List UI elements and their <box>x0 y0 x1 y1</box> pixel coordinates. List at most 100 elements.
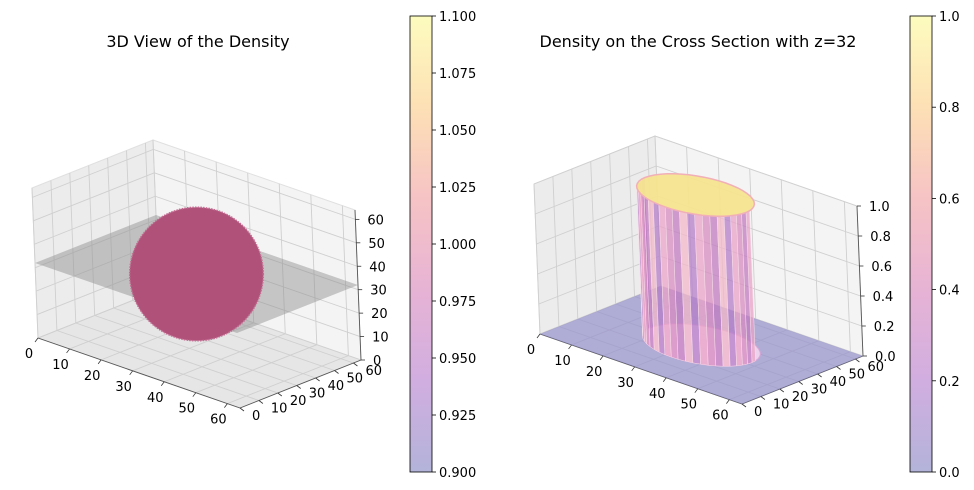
colorbar-tick-label: 1.000 <box>439 238 476 253</box>
y-tick-label: 30 <box>811 383 828 398</box>
y-tick-mark <box>779 388 785 393</box>
z-tick-label: 40 <box>369 260 386 275</box>
y-tick-label: 0 <box>252 409 260 424</box>
x-tick-mark <box>631 366 636 372</box>
density-sphere <box>128 206 265 342</box>
y-tick-label: 60 <box>867 360 884 375</box>
grid-line <box>628 146 635 297</box>
z-tick-label: 0.0 <box>875 350 896 365</box>
x-tick-mark <box>662 377 667 382</box>
z-tick-label: 10 <box>372 331 389 346</box>
y-tick-mark <box>817 373 822 378</box>
y-tick-label: 10 <box>271 402 288 417</box>
left-colorbar-ticks: 0.900 0.925 0.950 0.975 1.000 1.025 1.050 1.075… <box>432 10 476 481</box>
z-axis-line <box>354 209 362 361</box>
right-colorbar: 0.0 0.2 0.4 0.6 0.8 1.0 <box>909 10 960 481</box>
grid-line <box>107 157 115 309</box>
grid-line <box>227 355 349 405</box>
grid-line <box>32 148 154 198</box>
left-content <box>35 206 358 342</box>
right-colorbar-ticks: 0.0 0.2 0.4 0.6 0.8 1.0 <box>932 10 960 481</box>
y-tick-label: 40 <box>830 375 847 390</box>
z-tick-label: 0 <box>373 354 381 369</box>
y-tick-mark <box>315 377 320 382</box>
x-tick-mark <box>224 403 228 408</box>
x-tick-label: 40 <box>147 391 164 406</box>
x-tick-label: 30 <box>617 376 634 391</box>
grid-line <box>33 172 155 222</box>
y-tick-label: 30 <box>309 387 326 402</box>
grid-line <box>749 168 757 319</box>
grid-line <box>94 315 297 386</box>
y-tick-mark <box>798 381 803 385</box>
y-tick-label: 20 <box>792 390 809 405</box>
y-tick-label: 60 <box>365 364 382 379</box>
y-tick-mark <box>296 385 301 389</box>
left-colorbar-bar <box>409 15 433 473</box>
grid-line <box>780 179 788 330</box>
colorbar-tick-label: 1.0 <box>939 10 960 25</box>
x-tick-mark <box>694 388 699 393</box>
colorbar-tick-label: 0.8 <box>939 101 960 116</box>
colorbar-tick-label: 0.975 <box>439 295 476 310</box>
right-title: Density on the Cross Section with z=32 <box>540 32 857 51</box>
x-tick-mark <box>568 344 572 350</box>
grid-line <box>56 330 260 401</box>
y-tick-label: 0 <box>754 405 762 420</box>
y-tick-label: 50 <box>849 368 866 383</box>
grid-line <box>310 194 318 345</box>
grid-line <box>571 168 579 320</box>
grid-line <box>533 183 541 335</box>
x-tick-mark <box>192 392 197 397</box>
x-tick-label: 30 <box>115 380 132 395</box>
x-tick-label: 0 <box>527 343 535 358</box>
x-tick-label: 20 <box>84 369 101 384</box>
colorbar-tick-label: 0.925 <box>439 409 476 424</box>
left-colorbar: 0.900 0.925 0.950 0.975 1.000 1.025 1.050 1.075… <box>409 10 476 481</box>
x-tick-label: 0 <box>25 347 33 362</box>
x-tick-mark <box>536 333 541 339</box>
grid-line <box>341 205 349 356</box>
y-tick-label: 40 <box>328 379 345 394</box>
x-tick-mark <box>97 359 102 365</box>
x-tick-label: 50 <box>681 398 698 413</box>
colorbar-tick-label: 1.050 <box>439 124 476 139</box>
y-tick-mark <box>760 396 766 400</box>
z-tick-label: 0.8 <box>870 230 891 245</box>
grid-line <box>812 190 820 341</box>
x-tick-mark <box>160 381 165 386</box>
x-tick-label: 10 <box>554 354 571 369</box>
y-tick-mark <box>334 370 339 374</box>
grid-line <box>34 195 156 245</box>
right-colorbar-bar <box>909 15 933 473</box>
grid-line <box>533 135 656 185</box>
y-tick-mark <box>353 362 358 367</box>
grid-line <box>35 219 157 269</box>
x-tick-label: 50 <box>179 402 196 417</box>
z-tick-label: 30 <box>370 284 387 299</box>
y-axis-line <box>239 359 362 409</box>
grid-line <box>69 172 77 324</box>
x-tick-mark <box>66 348 70 354</box>
grid-line <box>50 180 58 331</box>
z-tick-label: 1.0 <box>869 200 890 215</box>
colorbar-tick-label: 1.025 <box>439 181 476 196</box>
z-tick-label: 20 <box>371 307 388 322</box>
z-tick-label: 0.4 <box>873 290 894 305</box>
grid-line <box>132 322 254 372</box>
grid-line <box>88 165 96 316</box>
colorbar-tick-label: 0.6 <box>939 192 960 207</box>
grid-line <box>843 201 851 352</box>
colorbar-tick-label: 0.900 <box>439 466 476 481</box>
x-tick-mark <box>34 337 39 343</box>
right-plot: Density on the Cross Section with z=32 0… <box>527 32 896 424</box>
x-tick-mark <box>129 370 134 376</box>
x-tick-label: 60 <box>712 409 729 424</box>
x-tick-mark <box>599 355 604 361</box>
x-tick-label: 20 <box>586 365 603 380</box>
grid-line <box>75 322 278 394</box>
z-tick-label: 0.6 <box>871 260 892 275</box>
colorbar-tick-label: 0.0 <box>939 466 960 481</box>
